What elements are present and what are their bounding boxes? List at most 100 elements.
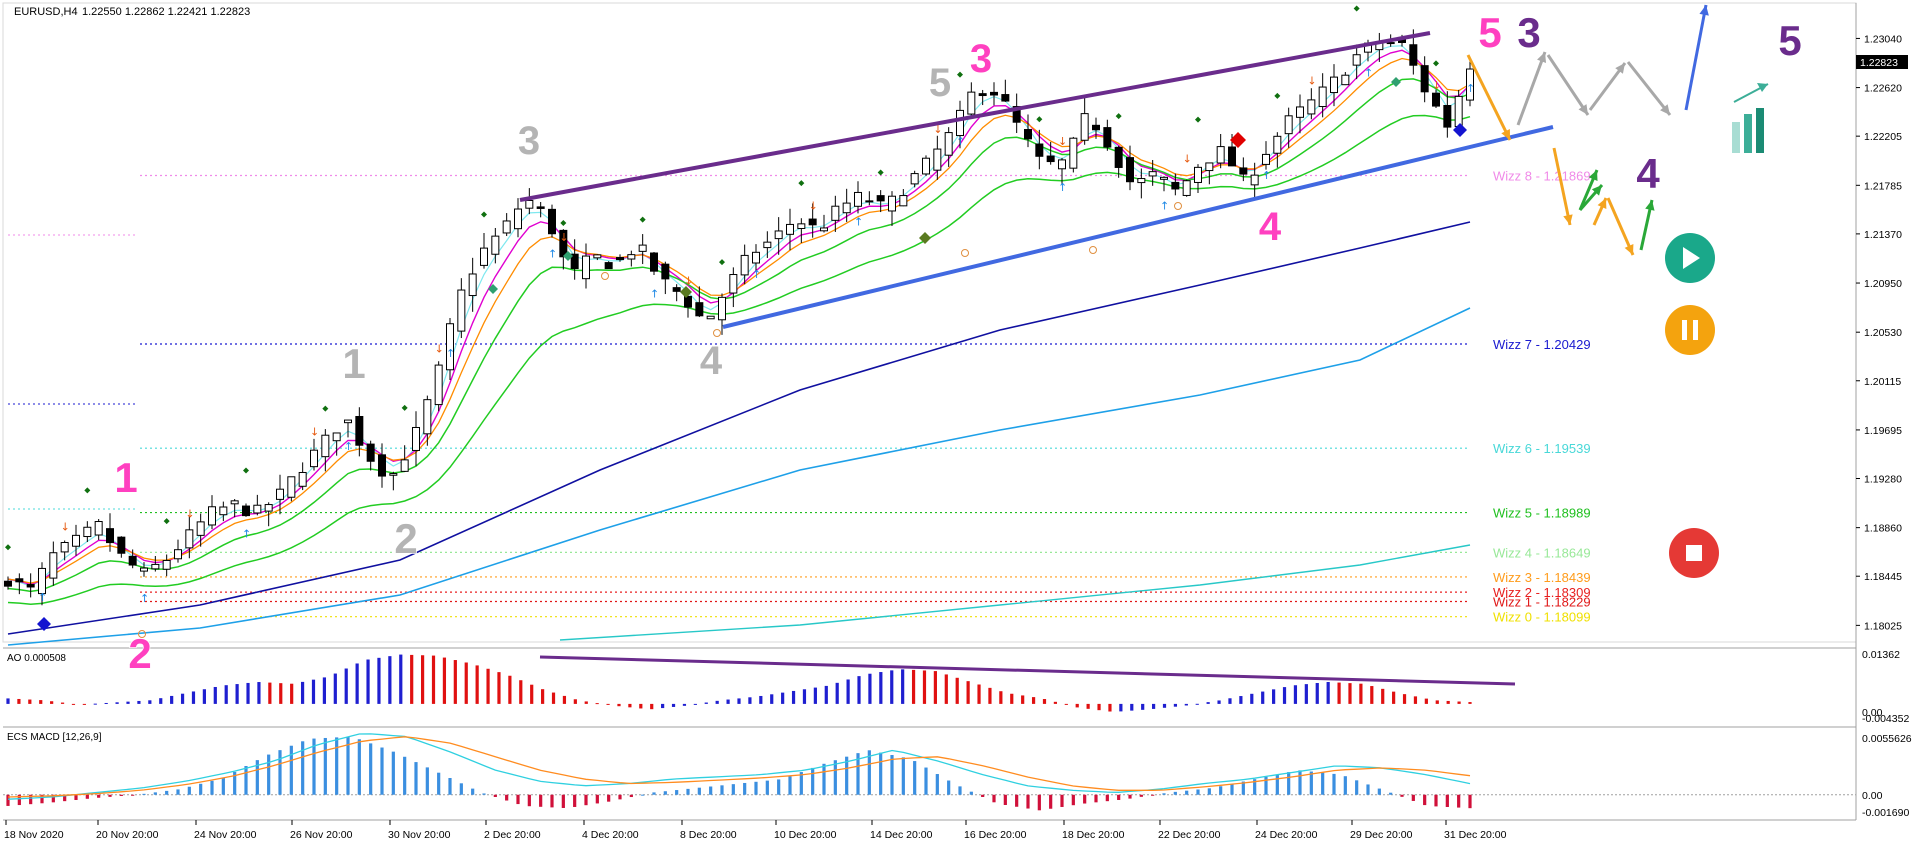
macd-histogram-bar — [51, 794, 55, 803]
ao-bar — [486, 668, 490, 704]
ao-bar — [748, 697, 752, 704]
candle-body — [434, 364, 443, 406]
macd-histogram-bar — [108, 794, 112, 797]
macd-histogram-bar — [1377, 788, 1381, 795]
macd-histogram-bar — [165, 790, 169, 795]
forecast-arrow-head — [1588, 170, 1598, 181]
time-tick-label: 24 Nov 20:00 — [194, 829, 257, 841]
candle-body — [1046, 155, 1055, 163]
down-arrow-marker: ↓ — [1307, 75, 1316, 88]
candle-body — [1216, 146, 1225, 164]
ao-bar — [1315, 683, 1319, 704]
pause-icon[interactable] — [1665, 305, 1715, 355]
ao-bar — [573, 699, 577, 704]
macd-histogram-bar — [652, 792, 656, 795]
ao-bar — [1435, 700, 1439, 704]
up-arrow-marker: ↑ — [1364, 66, 1373, 79]
macd-histogram-bar — [301, 741, 305, 795]
macd-histogram-bar — [584, 794, 588, 806]
candle-body — [1443, 105, 1452, 128]
candle-body — [1114, 146, 1123, 168]
macd-histogram-bar — [629, 794, 633, 798]
ao-bar — [726, 699, 730, 704]
top-dot — [798, 180, 805, 187]
candle-body — [174, 549, 182, 560]
candle-body — [978, 93, 987, 97]
buy-diamond — [37, 617, 51, 631]
stop-icon[interactable] — [1669, 528, 1719, 578]
macd-histogram-bar — [346, 736, 350, 795]
price-tick-label: 1.18025 — [1864, 620, 1902, 632]
wizz-level-label: Wizz 0 - 1.18099 — [1493, 610, 1591, 625]
candle-body — [684, 295, 692, 308]
ao-bar — [290, 683, 294, 704]
candle-body — [1080, 113, 1089, 141]
up-arrow-marker: ↑ — [140, 592, 149, 605]
candle-body — [264, 504, 273, 512]
price-tick-label: 1.21785 — [1864, 180, 1902, 192]
ao-bar — [71, 703, 76, 705]
candle-body — [457, 289, 466, 332]
ao-bar — [17, 698, 21, 704]
ao-bar — [1250, 693, 1254, 704]
candle-body — [1307, 99, 1316, 115]
ao-bar — [617, 703, 621, 707]
ao-bar — [661, 703, 665, 709]
macd-histogram-bar — [29, 794, 33, 805]
wizz-level-label: Wizz 2 - 1.18309 — [1493, 585, 1591, 600]
candle-body — [956, 109, 964, 137]
forecast-arrow-head — [1645, 200, 1655, 211]
macd-histogram-bar — [131, 794, 135, 796]
neutral-diamond — [680, 286, 692, 298]
candle-body — [1420, 65, 1429, 93]
top-dot — [1115, 113, 1122, 120]
ao-bar — [1261, 691, 1265, 704]
forecast-arrow — [1684, 4, 1708, 111]
ao-bar — [268, 682, 272, 704]
time-tick-label: 22 Dec 20:00 — [1158, 829, 1221, 841]
ao-bar — [1184, 703, 1188, 706]
forecast-arrow-head — [1615, 63, 1625, 74]
ema-magenta-line — [7, 49, 1471, 586]
macd-histogram-bar — [199, 783, 203, 795]
macd-histogram-bar — [1049, 794, 1053, 809]
ao-trendline — [539, 655, 1516, 686]
up-arrow-marker: ↑ — [752, 268, 761, 281]
price-tick-label: 1.20115 — [1864, 376, 1901, 388]
ao-bar — [1162, 703, 1167, 708]
play-icon[interactable] — [1665, 233, 1715, 283]
ma-teal-line — [559, 544, 1471, 641]
macd-histogram-bar — [471, 788, 475, 795]
candle-body — [774, 230, 783, 240]
candle-body — [83, 526, 92, 538]
ao-bar — [442, 657, 447, 704]
price-tick-label: 1.22620 — [1864, 83, 1902, 95]
swing-circle — [961, 249, 969, 257]
forecast-arrow — [1466, 54, 1512, 141]
macd-histogram-bar — [947, 780, 951, 795]
macd-histogram-bar — [1287, 772, 1291, 795]
macd-histogram-bar — [1241, 781, 1245, 795]
ao-bar — [715, 700, 719, 704]
down-arrow-marker: ↓ — [310, 426, 319, 439]
ao-bar — [933, 671, 937, 704]
macd-histogram-bar — [833, 760, 837, 795]
candle-body — [627, 254, 636, 260]
macd-histogram-bar — [493, 794, 497, 797]
macd-histogram-bar — [289, 745, 293, 795]
candle-body — [140, 567, 148, 572]
neutral-diamond — [919, 232, 931, 244]
candle-body — [967, 91, 976, 115]
ema-fast-line — [7, 45, 1471, 587]
candle-body — [1182, 180, 1191, 196]
macd-histogram-bar — [969, 791, 973, 795]
macd-histogram-bar — [1219, 786, 1223, 795]
time-tick-label: 10 Dec 20:00 — [774, 829, 837, 841]
candle-body — [185, 529, 194, 549]
candle-body — [502, 220, 511, 234]
ao-bar — [1097, 703, 1101, 711]
ao-bar — [693, 703, 697, 705]
macd-histogram-bar — [1468, 794, 1472, 809]
macd-histogram-bar — [1321, 772, 1325, 795]
candle-body — [366, 443, 375, 462]
